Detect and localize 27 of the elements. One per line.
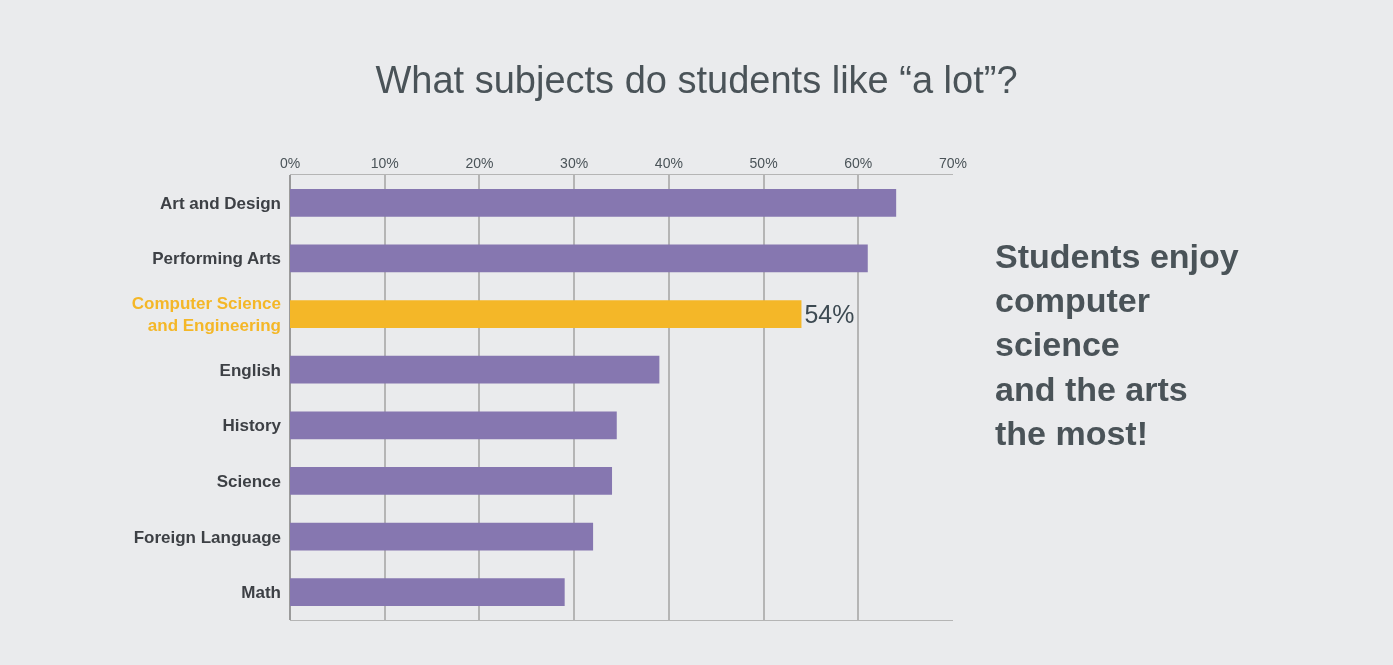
x-tick-label: 70% — [938, 155, 968, 172]
bar — [290, 300, 802, 328]
bar — [290, 244, 868, 273]
bar — [290, 411, 617, 440]
y-tick-label: History — [222, 416, 282, 436]
x-tick-label: 0% — [279, 155, 301, 172]
y-tick-label: Foreign Language — [133, 527, 281, 547]
text: Students enjoy computer science and the arts the most! — [995, 237, 1239, 452]
y-tick-label: Computer Science and Engineering — [131, 293, 281, 336]
y-tick-label: Art and Design — [160, 193, 281, 213]
bar — [290, 522, 594, 551]
bar — [290, 355, 660, 384]
y-tick-label: Performing Arts — [152, 249, 281, 269]
chart-title: What subjects do students like “a lot”? — [375, 59, 1018, 102]
x-tick-label: 20% — [465, 155, 494, 172]
bar — [290, 578, 565, 607]
y-tick-label: Science — [216, 471, 281, 491]
bar — [290, 188, 897, 217]
data-label: 54% — [804, 299, 855, 328]
x-tick-label: 50% — [749, 155, 778, 172]
x-tick-label: 60% — [844, 155, 873, 172]
x-tick-label: 40% — [654, 155, 683, 172]
x-tick-label: 10% — [370, 155, 399, 172]
y-tick-label: English — [219, 360, 281, 380]
x-tick-label: 30% — [560, 155, 589, 172]
bar — [290, 467, 613, 495]
y-tick-label: Math — [241, 583, 281, 603]
